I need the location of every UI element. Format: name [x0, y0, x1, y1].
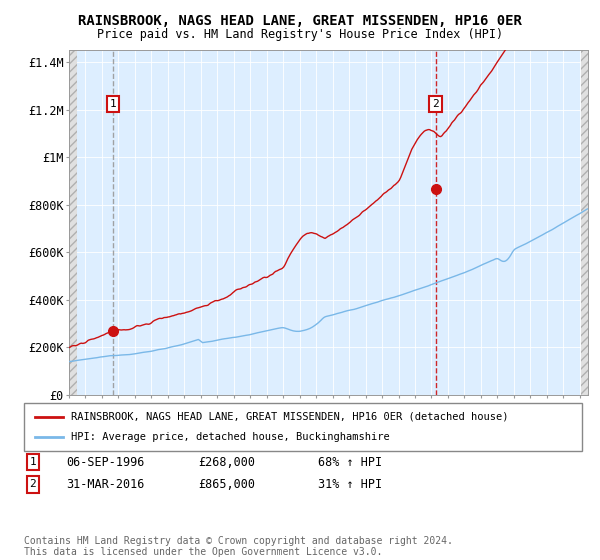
Text: 06-SEP-1996: 06-SEP-1996	[66, 455, 145, 469]
FancyBboxPatch shape	[24, 403, 582, 451]
Text: RAINSBROOK, NAGS HEAD LANE, GREAT MISSENDEN, HP16 0ER (detached house): RAINSBROOK, NAGS HEAD LANE, GREAT MISSEN…	[71, 412, 509, 422]
Text: Price paid vs. HM Land Registry's House Price Index (HPI): Price paid vs. HM Land Registry's House …	[97, 28, 503, 41]
Text: 1: 1	[110, 99, 116, 109]
Text: 2: 2	[29, 479, 37, 489]
Bar	[69, 50, 77, 395]
Text: £268,000: £268,000	[198, 455, 255, 469]
Text: 31% ↑ HPI: 31% ↑ HPI	[318, 478, 382, 491]
Text: 68% ↑ HPI: 68% ↑ HPI	[318, 455, 382, 469]
Text: Contains HM Land Registry data © Crown copyright and database right 2024.
This d: Contains HM Land Registry data © Crown c…	[24, 535, 453, 557]
Text: RAINSBROOK, NAGS HEAD LANE, GREAT MISSENDEN, HP16 0ER: RAINSBROOK, NAGS HEAD LANE, GREAT MISSEN…	[78, 14, 522, 28]
Text: 2: 2	[432, 99, 439, 109]
Text: 31-MAR-2016: 31-MAR-2016	[66, 478, 145, 491]
Text: HPI: Average price, detached house, Buckinghamshire: HPI: Average price, detached house, Buck…	[71, 432, 390, 442]
Text: £865,000: £865,000	[198, 478, 255, 491]
Bar	[581, 50, 589, 395]
Text: 1: 1	[29, 457, 37, 467]
